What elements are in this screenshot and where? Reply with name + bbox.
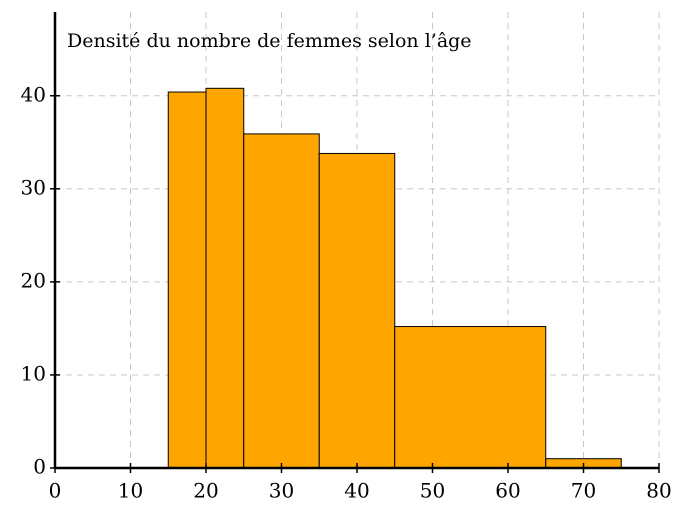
bar: [394, 326, 547, 469]
x-tick-label: 10: [118, 479, 143, 503]
y-tick-label: 10: [21, 361, 46, 385]
chart-title: Densité du nombre de femmes selon l’âge: [67, 30, 472, 52]
x-tick-label: 30: [269, 479, 294, 503]
x-tick-label: 50: [420, 479, 445, 503]
x-tick-label: 80: [646, 479, 671, 503]
bar: [243, 133, 320, 469]
y-tick-label: 30: [21, 175, 46, 199]
bars: [167, 87, 622, 469]
bar: [318, 152, 396, 469]
x-tick-label: 60: [495, 479, 520, 503]
axes: 0 10 20 30 40 50 60 70 80 0 10 20 30 40: [21, 12, 672, 503]
x-tick-label: 40: [344, 479, 369, 503]
x-tick-label: 70: [571, 479, 596, 503]
y-tick-label: 40: [21, 82, 46, 106]
bar: [205, 87, 245, 469]
bar: [167, 91, 207, 469]
y-tick-label: 0: [33, 455, 46, 479]
x-tick-label: 20: [193, 479, 218, 503]
x-tick-label: 0: [49, 479, 62, 503]
y-tick-label: 20: [21, 268, 46, 292]
